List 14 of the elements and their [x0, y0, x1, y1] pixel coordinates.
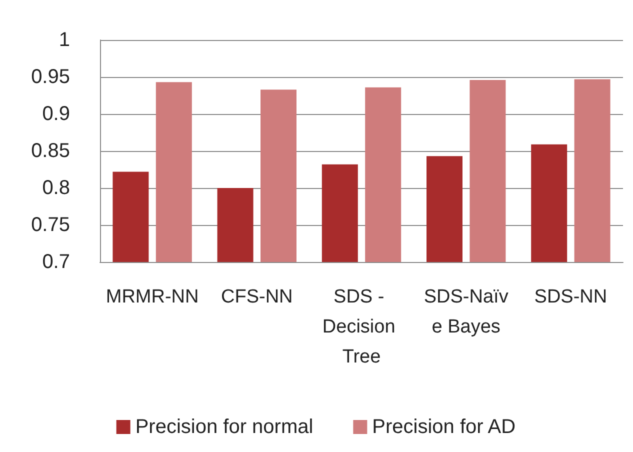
x-tick-label: CFS-NN — [221, 286, 293, 308]
legend-label: Precision for AD — [372, 416, 516, 438]
y-tick-label: 0.75 — [31, 214, 70, 236]
x-tick-label: MRMR-NN — [106, 286, 199, 308]
y-tick-label: 0.85 — [31, 140, 70, 162]
y-tick-label: 0.7 — [42, 251, 70, 273]
y-tick-label: 0.9 — [42, 103, 70, 125]
y-tick-label: 0.8 — [42, 177, 70, 199]
x-tick-label: SDS - Decision Tree — [322, 286, 401, 368]
x-tick-label: SDS-NN — [534, 286, 608, 308]
y-tick-label: 0.95 — [31, 66, 70, 88]
legend-label: Precision for normal — [135, 416, 314, 438]
y-tick-label: 1 — [58, 29, 70, 51]
x-tick-label: SDS-Naïve Bayes — [424, 286, 509, 338]
